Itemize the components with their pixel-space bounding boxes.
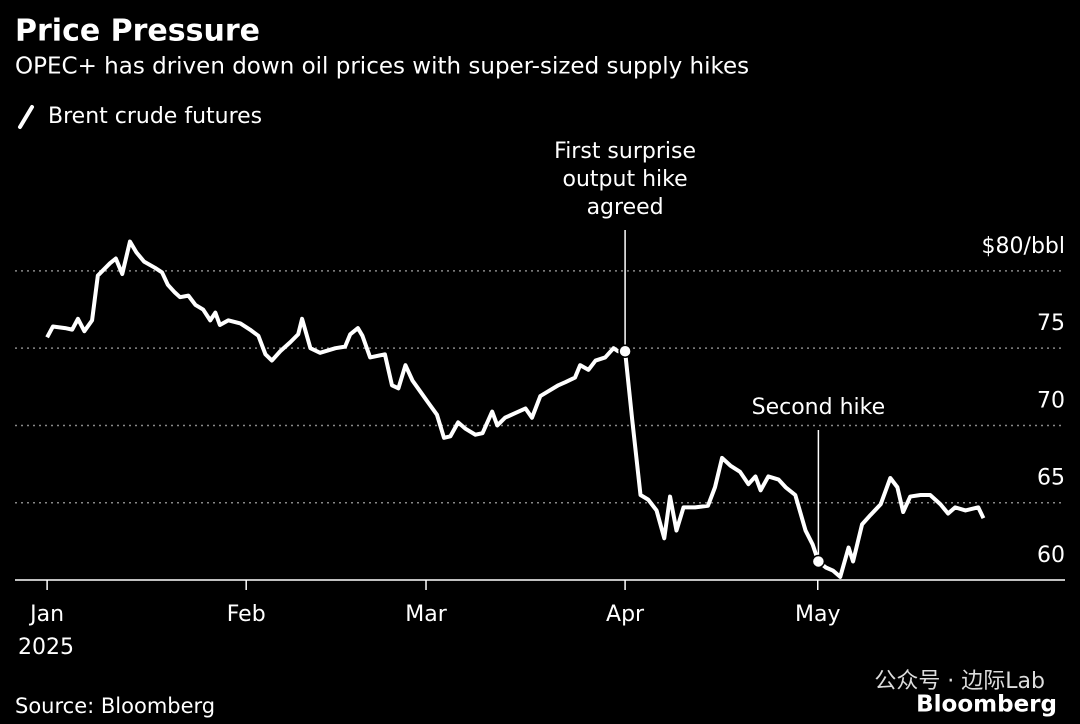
y-tick-label: 70 [1037, 388, 1065, 413]
y-tick-label: 65 [1037, 466, 1065, 491]
brand: Bloomberg [916, 692, 1057, 718]
annotation-text: agreed [587, 195, 664, 220]
x-tick-label: Feb [227, 602, 266, 627]
x-sublabel: 2025 [18, 635, 74, 660]
y-tick-label: $80/bbl [982, 234, 1065, 259]
x-tick-label: Apr [606, 602, 645, 627]
legend-swatch [18, 105, 34, 129]
y-tick-label: 60 [1037, 543, 1065, 568]
watermark: 公众号 · 边际Lab [874, 669, 1045, 694]
legend-label: Brent crude futures [48, 104, 262, 129]
x-tick-label: Mar [405, 602, 447, 627]
x-tick-label: Jan [28, 602, 64, 627]
annotation-marker [811, 554, 826, 569]
chart-title: Price Pressure [15, 14, 260, 49]
source: Source: Bloomberg [15, 694, 215, 718]
y-tick-label: 75 [1037, 311, 1065, 336]
annotation-text: output hike [563, 167, 688, 192]
annotation-text: First surprise [554, 139, 696, 164]
x-tick-label: May [795, 602, 840, 627]
chart-subtitle: OPEC+ has driven down oil prices with su… [15, 54, 749, 80]
annotation-marker [618, 344, 632, 359]
annotation-text: Second hike [752, 395, 886, 420]
